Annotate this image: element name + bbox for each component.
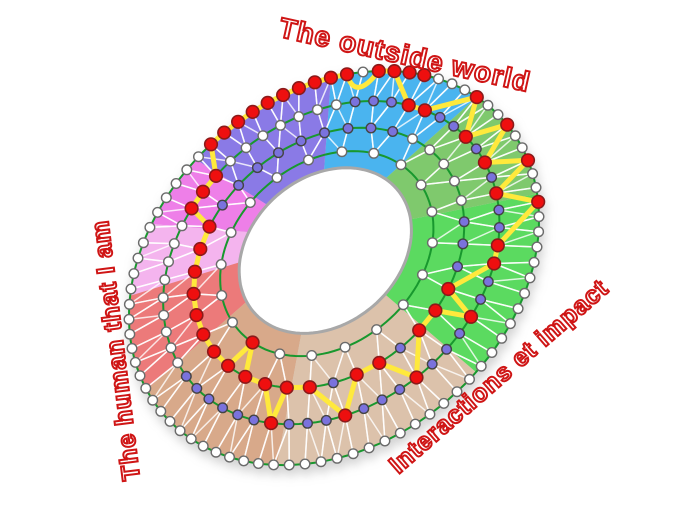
torus-diagram xyxy=(123,63,546,471)
torus-wheel-figure: The outside world Interactions et impact… xyxy=(85,11,615,483)
